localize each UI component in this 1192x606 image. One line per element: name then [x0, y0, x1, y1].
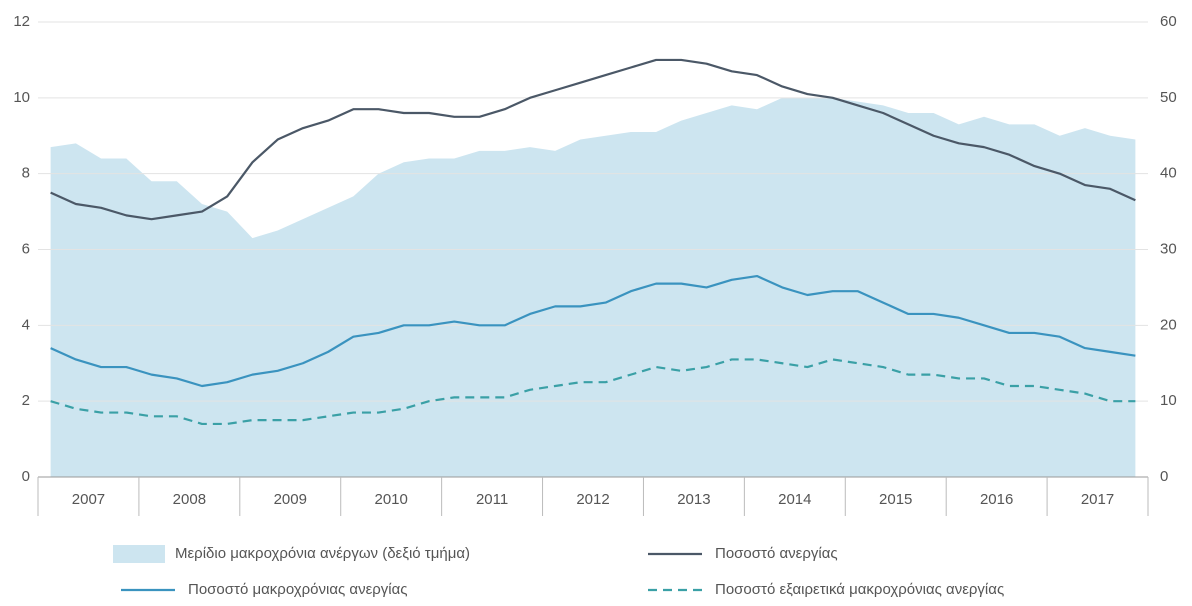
- line: [50, 58, 1136, 221]
- line: [50, 274, 1136, 388]
- legend-swatch: [113, 545, 165, 563]
- x-tick-label: 2016: [980, 491, 1013, 508]
- y-tick-label: 0: [22, 468, 30, 485]
- x-tick-label: 2014: [778, 491, 811, 508]
- y2-tick-label: 60: [1160, 13, 1177, 30]
- x-tick-label: 2009: [274, 491, 307, 508]
- legend-label: Μερίδιο μακροχρόνια ανέργων (δεξιό τμήμα…: [175, 545, 470, 562]
- legend-label: Ποσοστό ανεργίας: [715, 545, 838, 562]
- x-tick-label: 2008: [173, 491, 206, 508]
- y2-tick-label: 10: [1160, 392, 1177, 409]
- y-tick-label: 12: [13, 13, 30, 30]
- line: [50, 358, 1136, 426]
- y-tick-label: 2: [22, 392, 30, 409]
- y2-tick-label: 30: [1160, 240, 1177, 257]
- x-tick-label: 2011: [476, 491, 508, 508]
- legend-label: Ποσοστό εξαιρετικά μακροχρόνιας ανεργίας: [715, 581, 1004, 598]
- x-tick-label: 2015: [879, 491, 912, 508]
- y-tick-label: 6: [22, 240, 30, 257]
- x-tick-label: 2010: [374, 491, 407, 508]
- legend-label: Ποσοστό μακροχρόνιας ανεργίας: [188, 581, 408, 598]
- y-tick-label: 8: [22, 165, 30, 182]
- y2-tick-label: 40: [1160, 165, 1177, 182]
- x-tick-label: 2007: [72, 491, 105, 508]
- area: [50, 97, 1136, 477]
- y-tick-label: 4: [22, 316, 30, 333]
- y2-tick-label: 0: [1160, 468, 1168, 485]
- y-tick-label: 10: [13, 89, 30, 106]
- y2-tick-label: 50: [1160, 89, 1177, 106]
- x-tick-label: 2017: [1081, 491, 1114, 508]
- x-tick-label: 2012: [576, 491, 609, 508]
- y2-tick-label: 20: [1160, 316, 1177, 333]
- x-tick-label: 2013: [677, 491, 710, 508]
